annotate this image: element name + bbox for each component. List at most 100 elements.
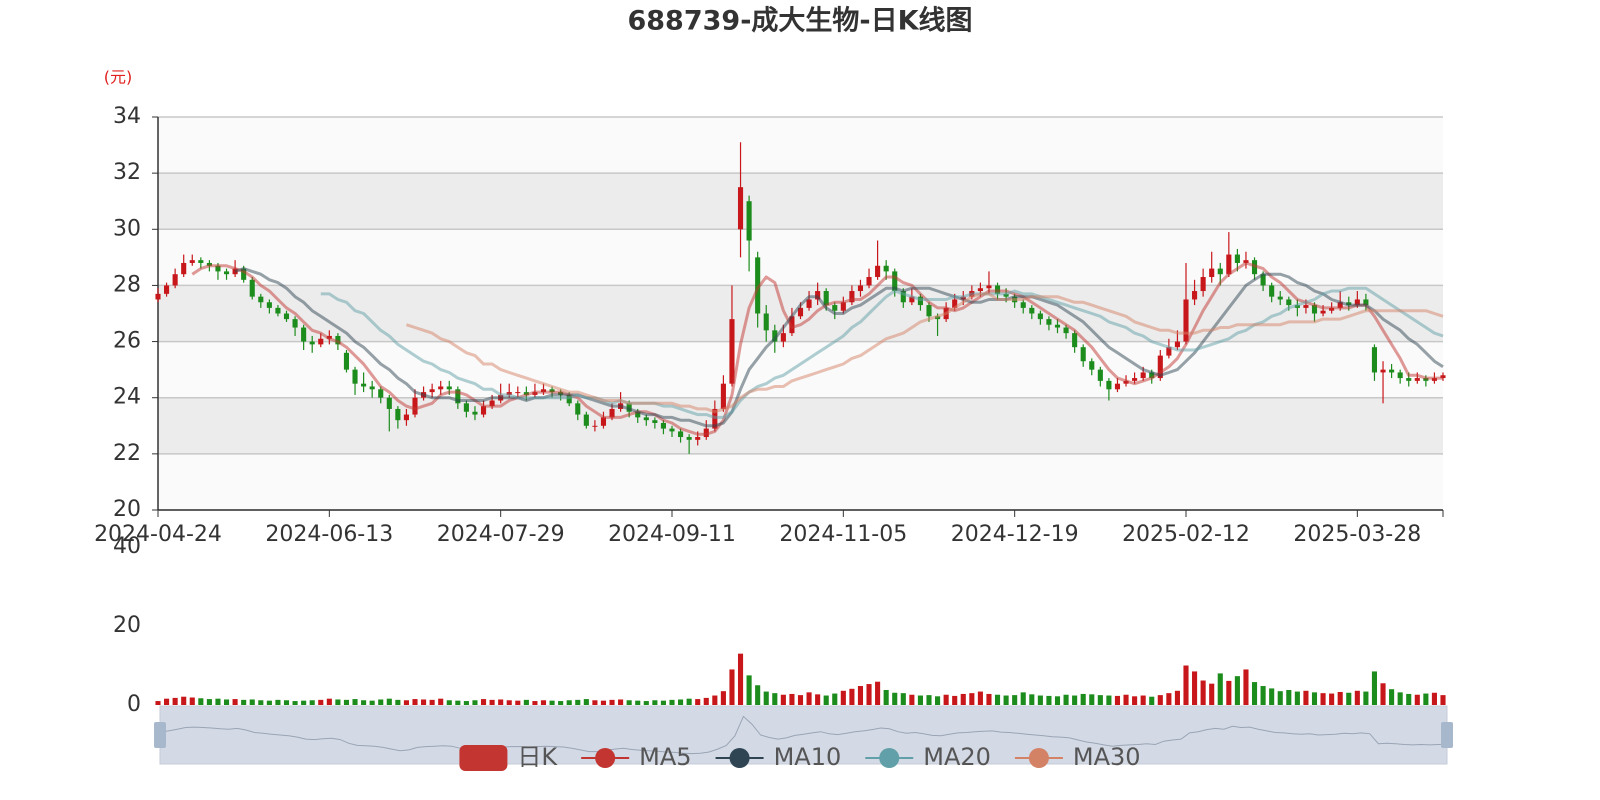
volume-bar <box>283 700 290 705</box>
candle-body <box>1397 372 1403 379</box>
y-unit: (元) <box>104 68 133 87</box>
candle-body <box>1132 378 1138 381</box>
legend-label[interactable]: 日K <box>517 743 558 771</box>
split-area <box>158 173 1443 230</box>
candle-body <box>575 403 581 415</box>
volume-bar <box>164 698 170 705</box>
candle-body <box>1140 372 1146 379</box>
volume-bar <box>1440 695 1446 705</box>
candle-body <box>1020 302 1026 308</box>
volume-bar <box>994 694 1001 705</box>
volume-bar <box>1157 695 1163 705</box>
candle-body <box>1286 299 1292 306</box>
volume-bar <box>815 694 821 705</box>
candle-body <box>1097 369 1103 381</box>
candle-body <box>1037 313 1043 320</box>
volume-bar <box>172 697 178 705</box>
volume-bar <box>498 699 504 705</box>
candle-body <box>1337 302 1343 308</box>
volume-bar <box>669 699 675 705</box>
volume-bar <box>215 698 221 705</box>
zoom-handle[interactable] <box>1441 722 1453 748</box>
candle-body <box>1226 254 1232 275</box>
volume-bar <box>592 700 598 705</box>
candle-body <box>463 403 469 412</box>
volume-bar <box>549 700 555 705</box>
candle-body <box>1072 333 1078 348</box>
legend-label[interactable]: MA5 <box>639 743 691 771</box>
candle-body <box>1320 310 1326 314</box>
candle-body <box>369 386 375 390</box>
volume-bar <box>386 698 392 705</box>
volume-bar <box>1320 693 1326 705</box>
candle-body <box>292 319 298 328</box>
volume-bar <box>737 653 744 705</box>
volume-bar <box>1174 690 1180 705</box>
candle-body <box>1157 355 1163 379</box>
volume-bar <box>952 695 958 705</box>
volume-bar <box>361 700 367 705</box>
volume-bar <box>532 701 538 705</box>
candle-body <box>669 428 675 432</box>
volume-bar <box>189 697 195 705</box>
candle-body <box>952 299 958 308</box>
volume-bar <box>223 699 230 705</box>
y-tick-label: 24 <box>113 385 141 410</box>
x-tick-label: 2024-09-11 <box>608 522 736 547</box>
y-tick-label: 28 <box>113 272 141 297</box>
volume-bar <box>1269 688 1275 705</box>
candle-body <box>189 260 195 263</box>
volume-bar <box>1054 696 1061 705</box>
volume-bar <box>703 697 709 705</box>
volume-bar <box>1020 692 1026 705</box>
volume-bar <box>1354 690 1360 705</box>
volume-bar <box>832 693 838 705</box>
volume-bar <box>352 699 358 705</box>
candle-body <box>806 299 812 308</box>
volume-tick-label: 0 <box>127 692 141 717</box>
candle-body <box>823 291 829 306</box>
candle-body <box>729 319 735 384</box>
volume-bar <box>446 700 452 705</box>
candle-body <box>1200 277 1206 292</box>
volume-bar <box>1243 669 1249 705</box>
volume-bar <box>463 701 469 705</box>
candle-body <box>1166 347 1172 356</box>
legend-label[interactable]: MA30 <box>1073 743 1141 771</box>
volume-bar <box>1200 680 1206 705</box>
volume-bar <box>660 700 666 705</box>
volume-bar <box>1363 691 1369 705</box>
candle-body <box>343 352 350 370</box>
volume-bar <box>421 699 427 705</box>
candle-body <box>480 406 487 415</box>
volume-bar <box>1277 691 1283 705</box>
candle-body <box>155 293 161 300</box>
volume-bar <box>1209 683 1215 705</box>
volume-bar <box>1149 696 1155 705</box>
volume-bar <box>1089 694 1095 705</box>
candle-body <box>849 291 855 303</box>
candle-body <box>241 268 247 280</box>
volume-bar <box>566 700 572 705</box>
legend-icon <box>595 748 616 768</box>
candle-body <box>181 262 187 275</box>
candle-body <box>1192 291 1198 300</box>
candle-body <box>1114 383 1121 390</box>
legend-icon <box>729 748 750 768</box>
volume-bar <box>1260 686 1266 705</box>
candle-body <box>1089 361 1095 370</box>
volume-bar <box>472 700 478 705</box>
volume-bar <box>797 695 804 705</box>
volume-bar <box>857 686 864 705</box>
volume-bar <box>609 699 615 705</box>
legend-label[interactable]: MA10 <box>774 743 842 771</box>
candle-body <box>840 302 846 311</box>
volume-bar <box>1063 694 1069 705</box>
legend-label[interactable]: MA20 <box>923 743 991 771</box>
volume-bar <box>1106 695 1112 705</box>
volume-bar <box>378 699 384 705</box>
candle-body <box>977 288 983 292</box>
zoom-handle[interactable] <box>154 722 166 748</box>
legend-icon <box>879 748 900 768</box>
y-tick-label: 22 <box>113 441 141 466</box>
